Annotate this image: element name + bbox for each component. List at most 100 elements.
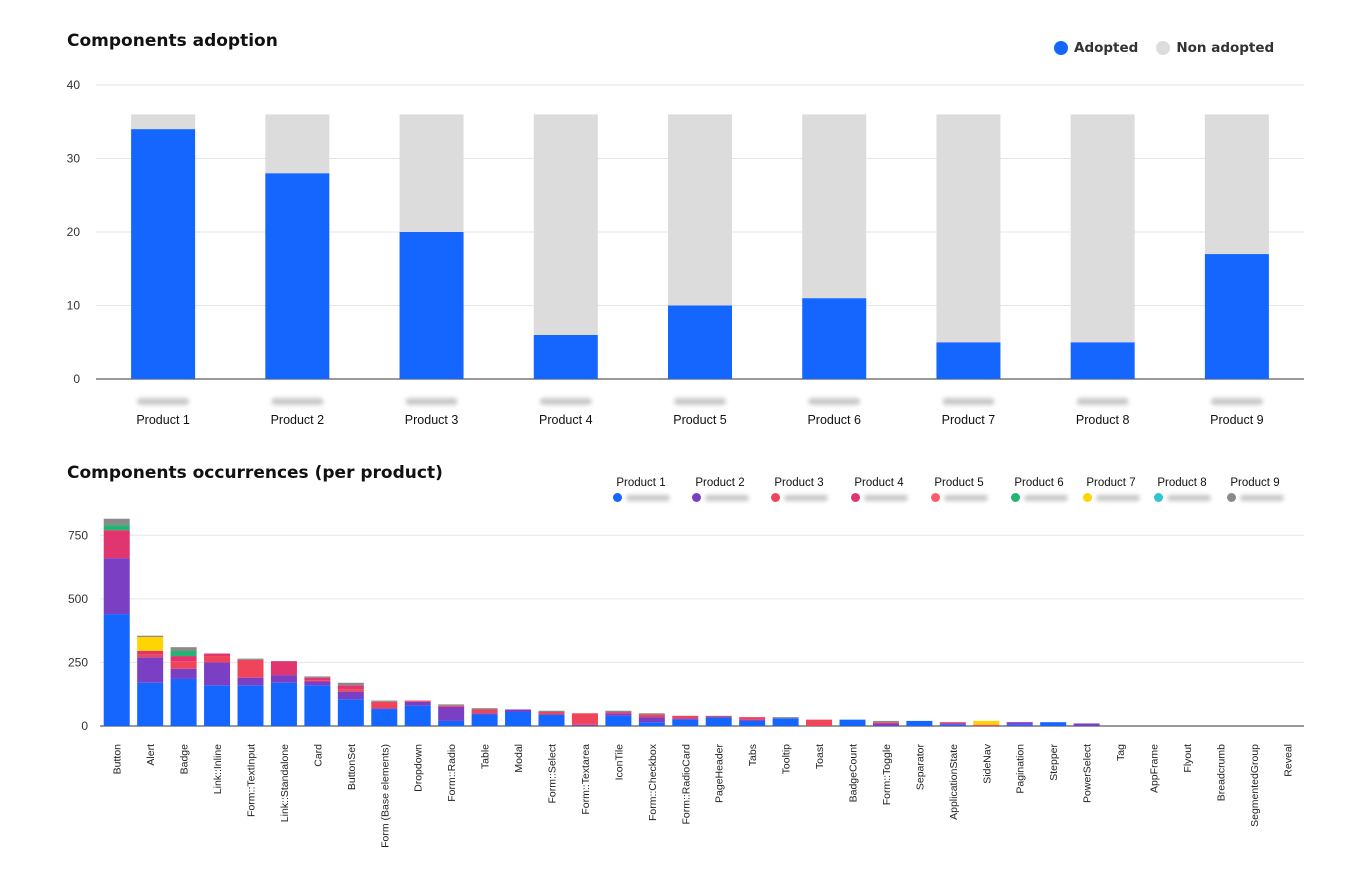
redacted-product-name: [674, 398, 726, 405]
redacted-product-name: [942, 398, 995, 405]
occurrence-bar-segment: [939, 724, 966, 726]
occurrence-bar-segment: [371, 701, 398, 709]
occurrence-bar-segment: [939, 723, 966, 725]
series-swatch-icon: [1010, 493, 1020, 502]
occurrence-bar-segment: [638, 714, 665, 718]
occurrence-bar-segment: [806, 719, 833, 726]
occurrence-bar-segment: [371, 700, 398, 702]
x-tick-label: Stepper: [1048, 744, 1060, 781]
x-tick-label: Product 6: [807, 413, 861, 427]
occurrence-bar-segment: [170, 661, 197, 669]
series-swatch-icon: [770, 493, 780, 502]
occurrence-bar-segment: [371, 708, 398, 710]
occurrence-bar-segment: [204, 662, 231, 686]
occurrence-bar-segment: [1073, 723, 1100, 726]
occurrence-bar-segment: [471, 713, 498, 715]
occurrence-bar-segment: [705, 715, 732, 718]
occurrence-bar-segment: [438, 704, 465, 706]
y-tick-label: 0: [73, 372, 80, 386]
occurrence-bar-segment: [571, 713, 598, 725]
occurrence-bar-segment: [237, 659, 264, 678]
x-tick-label: Reveal: [1282, 744, 1294, 777]
legend-swatch-row: [680, 493, 760, 502]
x-tick-label: Product 8: [1076, 413, 1130, 427]
legend-entry: Product 2: [680, 477, 760, 502]
y-tick-label: 30: [67, 152, 81, 166]
occurrence-bar-segment: [137, 650, 164, 655]
occurrence-bar-segment: [337, 689, 364, 692]
occurrence-bar-segment: [872, 723, 899, 726]
x-tick-label: Toast: [814, 744, 826, 769]
redacted-product-name: [271, 398, 324, 405]
legend-label-adopted: Adopted: [1074, 40, 1139, 56]
legend-entry: Product 9: [1215, 477, 1295, 502]
redacted-product-name: [405, 398, 458, 405]
x-tick-label: PowerSelect: [1082, 744, 1094, 803]
occurrence-bar-segment: [605, 710, 632, 713]
occurrence-bar-segment: [270, 661, 297, 676]
occurrence-bar-segment: [1040, 722, 1067, 726]
legend-swatch-row: [601, 493, 681, 502]
occurrence-bar-segment: [471, 708, 498, 710]
legend-entry: Product 1: [601, 477, 681, 502]
x-tick-label: Form::TextInput: [246, 744, 258, 817]
chart2-title: Components occurrences (per product): [67, 463, 443, 483]
occurrence-bar-segment: [839, 719, 866, 726]
adopted-bar: [265, 173, 330, 379]
occurrence-bar-segment: [538, 712, 565, 715]
occurrence-bar-segment: [137, 636, 164, 651]
occurrence-bar-segment: [772, 717, 799, 719]
x-tick-label: Flyout: [1182, 744, 1194, 773]
adoption-chart: 0 10 20 30 40 Product 1 Product 2 Product 3 Prod…: [67, 78, 1304, 427]
y-tick-label: 500: [68, 592, 88, 606]
x-tick-label: Link::Standalone: [279, 744, 291, 822]
x-tick-label: Tabs: [747, 744, 759, 766]
occurrence-bar-segment: [137, 635, 164, 637]
legend-swatch-row: [1071, 493, 1151, 502]
x-tick-label: Product 9: [1210, 413, 1264, 427]
occurrence-bar-segment: [973, 724, 1000, 726]
occurrence-bar-segment: [605, 713, 632, 716]
occurrence-bar-segment: [304, 680, 331, 682]
x-tick-label: Dropdown: [413, 744, 425, 792]
occurrence-bar-segment: [170, 668, 197, 679]
legend-swatch-row: [919, 493, 999, 502]
legend-entry: Product 7: [1071, 477, 1151, 502]
occurrence-bar-segment: [538, 714, 565, 726]
occurrence-bar-segment: [137, 682, 164, 726]
occurrence-bar-segment: [571, 724, 598, 726]
series-swatch-icon: [691, 493, 701, 502]
occurrence-bar-segment: [939, 722, 966, 724]
redacted-product-name: [943, 494, 988, 501]
x-tick-label: Product 5: [673, 413, 727, 427]
series-swatch-icon: [612, 493, 622, 502]
x-tick-label: BadgeCount: [848, 744, 860, 802]
x-tick-label: Table: [480, 744, 492, 769]
legend-series-name: Product 2: [695, 477, 745, 489]
legend-series-name: Product 8: [1157, 477, 1207, 489]
legend-series-name: Product 3: [774, 477, 824, 489]
x-tick-label: Modal: [513, 744, 525, 773]
occurrence-bar-segment: [605, 712, 632, 714]
redacted-product-name: [1095, 494, 1140, 501]
redacted-product-name: [1239, 494, 1284, 501]
legend-series-name: Product 6: [1014, 477, 1064, 489]
legend-swatch-row: [999, 493, 1079, 502]
adopted-bar: [131, 129, 196, 379]
occurrence-bar-segment: [270, 682, 297, 726]
x-tick-label: Form::Select: [547, 744, 559, 804]
occurrence-bar-segment: [739, 717, 766, 720]
adopted-bar: [1070, 342, 1135, 379]
occurrence-bar-segment: [1006, 722, 1033, 725]
x-tick-label: Link::Inline: [212, 744, 224, 794]
x-tick-label: ButtonSet: [346, 744, 358, 790]
x-tick-label: IconTile: [613, 744, 625, 781]
occurrence-bar-segment: [170, 656, 197, 662]
x-tick-label: Product 1: [136, 413, 190, 427]
occurrence-bar-segment: [672, 718, 699, 720]
x-tick-label: Alert: [145, 744, 157, 766]
x-tick-label: Form::Radio: [446, 744, 458, 802]
x-tick-label: Form::RadioCard: [680, 744, 692, 825]
occurrence-bar-segment: [505, 709, 532, 713]
occurrence-bar-segment: [605, 715, 632, 726]
